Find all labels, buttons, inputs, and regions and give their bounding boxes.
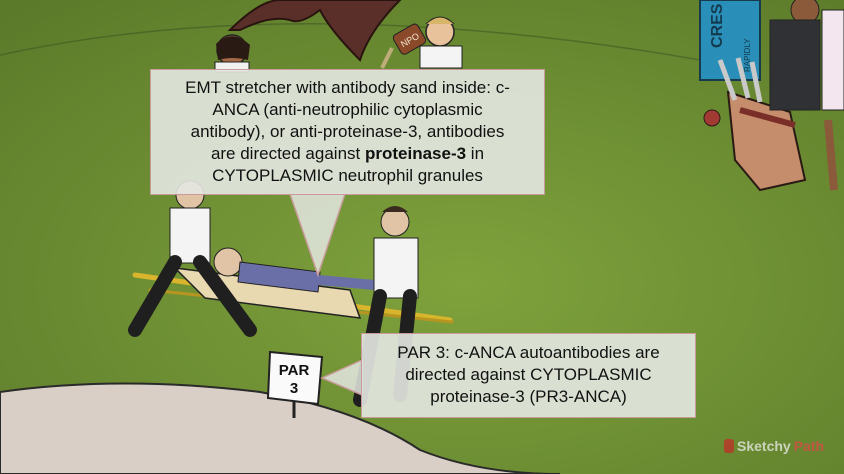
main-callout-line3: antibody), or anti-proteinase-3, antibod…: [190, 122, 505, 141]
grass-edge-curve: [0, 22, 701, 61]
tree-roots: [227, 0, 402, 62]
main-callout-line4-post: in: [466, 144, 485, 163]
par-sign: PAR 3: [266, 350, 324, 418]
main-callout: EMT stretcher with antibody sand inside:…: [150, 69, 545, 195]
golf-bag: [703, 57, 807, 192]
par-callout: PAR 3: c-ANCA autoantibodies are directe…: [361, 333, 696, 418]
golf-banner: CRES RAPIDLY: [699, 0, 761, 81]
npo-bottle: NPO: [392, 23, 427, 55]
par-sign-line2: 3: [290, 380, 298, 397]
par-callout-line3: proteinase-3 (PR3-ANCA): [430, 387, 627, 406]
banner-text: CRES: [709, 3, 726, 48]
par-sign-line1: PAR: [279, 362, 310, 379]
watermark-brand: Sketchy: [737, 438, 791, 454]
main-callout-line4-pre: are directed against: [210, 144, 365, 163]
main-callout-line5: CYTOPLASMIC neutrophil granules: [212, 166, 483, 185]
main-callout-line2: ANCA (anti-neutrophilic cytoplasmic: [212, 100, 483, 119]
watermark-accent: Path: [793, 438, 825, 454]
banner-subtext: RAPIDLY: [743, 38, 752, 72]
main-callout-line1: EMT stretcher with antibody sand inside:…: [185, 78, 510, 97]
emt-left: [128, 180, 257, 337]
par-callout-line2: directed against CYTOPLASMIC: [405, 365, 652, 384]
onlooker-woman: [214, 34, 250, 73]
sketchy-watermark: Sketchy Path: [724, 438, 824, 454]
patient: [213, 247, 376, 293]
spectator-woman: [821, 9, 844, 191]
sand-bunker: [0, 382, 561, 474]
main-callout-line4-bold: proteinase-3: [364, 144, 467, 163]
emt-stretcher-group: [128, 180, 454, 407]
spectator-man: [769, 0, 821, 111]
par-callout-line1: PAR 3: c-ANCA autoantibodies are: [397, 343, 660, 362]
sketchy-logo-icon: [724, 439, 734, 453]
npo-bottle-pourer: NPO: [380, 16, 463, 69]
main-callout-line4: are directed against proteinase-3 in: [157, 143, 538, 165]
